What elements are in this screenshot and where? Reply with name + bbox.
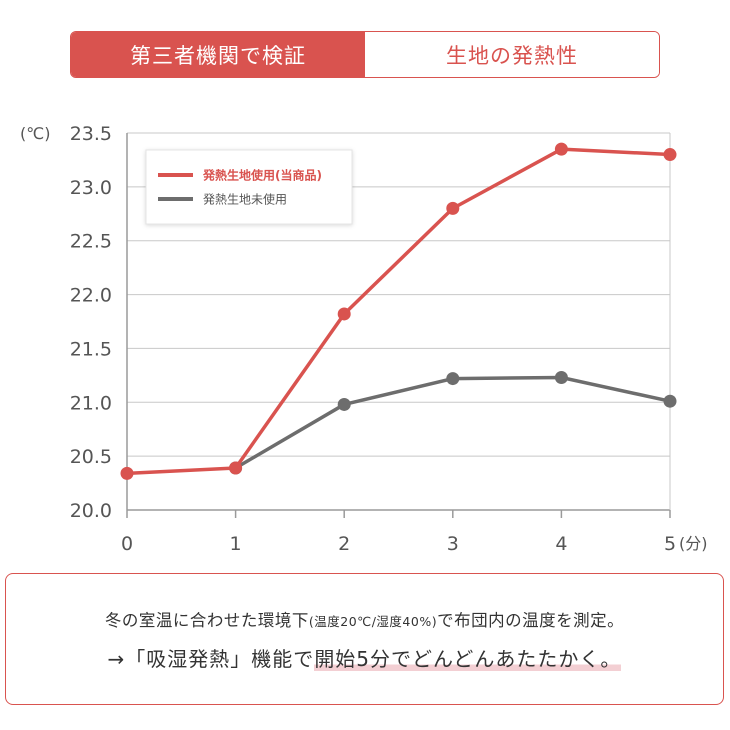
y-tick-label: 21.0 <box>70 392 112 414</box>
y-tick-label: 20.0 <box>70 500 112 522</box>
measurement-note: 冬の室温に合わせた環境下(温度20℃/湿度40%)で布団内の温度を測定。 →「吸… <box>5 573 724 705</box>
x-tick-label: 5 <box>664 533 676 555</box>
note-result-text: →「吸湿発熱」機能で開始5分でどんどんあたたかく。 <box>108 643 622 672</box>
y-tick-label: 21.5 <box>70 338 112 360</box>
y-tick-label: 22.5 <box>70 231 112 253</box>
data-point <box>554 371 568 385</box>
x-tick-label: 2 <box>338 533 350 555</box>
data-point <box>663 394 677 408</box>
tab-fabric-heat-generation[interactable]: 生地の発熱性 <box>365 32 659 77</box>
x-tick-label: 1 <box>230 533 242 555</box>
note-condition-text: 冬の室温に合わせた環境下(温度20℃/湿度40%)で布団内の温度を測定。 <box>105 607 624 631</box>
tab-bar: 第三者機関で検証 生地の発熱性 <box>70 31 660 78</box>
y-axis-unit: (℃) <box>20 124 50 143</box>
legend-label: 発熱生地使用(当商品) <box>202 168 322 183</box>
temperature-line-chart: 20.020.521.021.522.022.523.023.5 0 1 2 3 4 5(… <box>20 123 708 555</box>
note-condition-end: で布団内の温度を測定。 <box>437 610 625 630</box>
x-tick-label: 4 <box>555 533 567 555</box>
note-result-highlight: 開始5分でどんどんあたたかく。 <box>314 646 622 671</box>
data-point <box>446 372 460 386</box>
series-line <box>234 375 671 470</box>
y-tick-label: 23.5 <box>70 123 112 145</box>
note-result-prefix: →「吸湿発熱」機能で <box>107 646 315 671</box>
series-line <box>126 147 671 476</box>
data-point <box>446 201 460 215</box>
y-tick-label: 22.0 <box>70 285 112 307</box>
chart-legend: 発熱生地使用(当商品) 発熱生地未使用 <box>145 149 353 225</box>
y-tick-label: 23.0 <box>70 177 112 199</box>
data-point <box>229 461 243 475</box>
data-point <box>337 397 351 411</box>
note-condition-main: 冬の室温に合わせた環境下 <box>104 610 309 630</box>
data-point <box>554 142 568 156</box>
data-point <box>337 307 351 321</box>
y-tick-label: 20.5 <box>70 446 112 468</box>
data-point <box>120 466 134 480</box>
x-tick-label: 3 <box>447 533 459 555</box>
note-condition-detail: (温度20℃/湿度40%) <box>308 613 438 629</box>
x-tick-label: 0 <box>121 533 133 555</box>
x-axis-unit: (分) <box>679 534 708 553</box>
legend-label: 発熱生地未使用 <box>203 192 287 207</box>
tab-third-party-verification[interactable]: 第三者機関で検証 <box>71 32 365 77</box>
data-point <box>663 148 677 162</box>
